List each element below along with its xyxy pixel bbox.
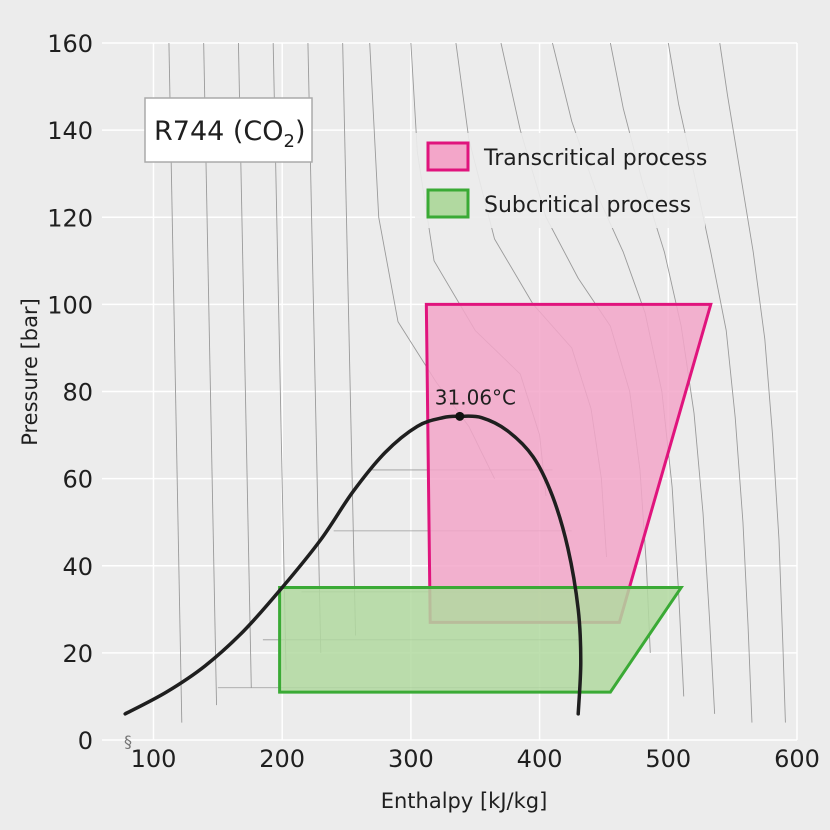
x-tick-label: 200	[259, 745, 305, 773]
x-tick-label: 400	[517, 745, 563, 773]
y-tick-label: 100	[47, 291, 93, 319]
y-tick-label: 120	[47, 204, 93, 232]
x-axis-label: Enthalpy [kJ/kg]	[381, 789, 548, 813]
y-axis-label: Pressure [bar]	[18, 298, 42, 446]
x-tick-label: 500	[645, 745, 691, 773]
chart-title: R744 (CO2)	[154, 116, 306, 152]
title-box: R744 (CO2)	[144, 97, 313, 163]
legend-label: Subcritical process	[484, 193, 691, 218]
legend-label: Transcritical process	[483, 146, 707, 171]
x-tick-label: 600	[774, 745, 820, 773]
x-tick-label: 300	[388, 745, 434, 773]
legend-swatch	[426, 188, 470, 219]
critical-point-label: 31.06°C	[435, 385, 516, 409]
legend: Transcritical process Subcritical process	[415, 133, 707, 228]
saturation-dome-line	[123, 414, 583, 716]
x-tick-label: 100	[131, 745, 177, 773]
axis-break-symbol: §	[124, 732, 132, 751]
isotherm-line	[719, 42, 786, 723]
y-tick-label: 40	[62, 553, 93, 581]
axis-ticks: 100 200 300 400 500 600 0 20 40 60 80 100 120 140 160	[47, 30, 820, 773]
cycle-subcritical-process	[278, 586, 684, 694]
y-tick-label: 20	[62, 640, 93, 668]
legend-swatch	[426, 141, 470, 172]
isotherm-line	[342, 42, 356, 636]
y-tick-label: 60	[62, 466, 93, 494]
y-tick-label: 80	[62, 379, 93, 407]
y-tick-label: 140	[47, 117, 93, 145]
saturation-dome: 31.06°C	[123, 385, 583, 716]
y-tick-label: 160	[47, 30, 93, 58]
y-tick-label: 0	[78, 727, 93, 755]
critical-point-marker	[455, 411, 465, 421]
isotherm-line	[667, 42, 753, 723]
